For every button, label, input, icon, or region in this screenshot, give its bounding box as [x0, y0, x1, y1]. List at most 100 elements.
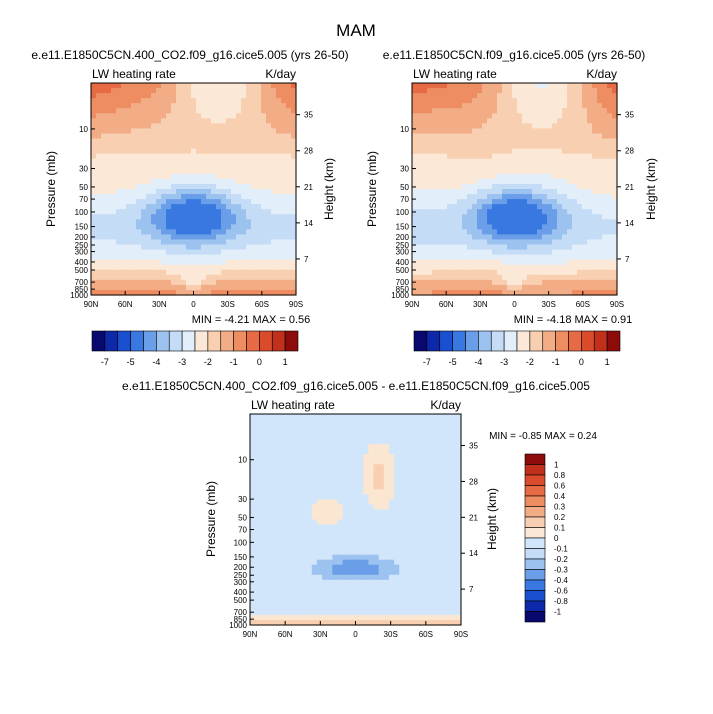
- panel-1-pressure-tick-label: 150: [75, 223, 89, 232]
- panel-2-field-cell: [527, 254, 533, 261]
- panel-3-field-cell: [394, 464, 400, 470]
- panel-2-field-cell: [427, 199, 433, 205]
- panel-1-field-cell: [141, 199, 147, 205]
- panel-1-field-cell: [181, 219, 187, 225]
- panel-1-field-cell: [141, 189, 147, 195]
- panel-2-field-cell: [437, 153, 443, 160]
- panel-2-field-cell: [467, 199, 473, 205]
- panel-2-field-cell: [537, 194, 543, 200]
- panel-1-field-cell: [216, 219, 222, 225]
- panel-1-field-cell: [141, 103, 147, 109]
- panel-1-field-cell: [106, 133, 112, 140]
- panel-1-field-cell: [221, 83, 227, 89]
- panel-2-field-cell: [507, 98, 513, 104]
- panel-2-field-cell: [557, 173, 563, 180]
- panel-3-field-cell: [424, 574, 431, 581]
- panel-2-field-cell: [467, 93, 473, 99]
- panel-2-field-cell: [602, 168, 608, 175]
- panel-2-field-cell: [487, 259, 493, 266]
- panel-2-field-cell: [517, 284, 523, 291]
- panel-1-field-cell: [256, 269, 262, 276]
- panel-3-field-cell: [316, 454, 323, 460]
- panel-2-field-cell: [447, 244, 453, 251]
- panel-2-field-cell: [517, 239, 523, 246]
- panel-2-field-cell: [557, 189, 563, 195]
- panel-2-field-cell: [602, 163, 608, 170]
- panel-3-field-cell: [450, 519, 457, 526]
- panel-3-field-cell: [383, 429, 390, 435]
- panel-2-field-cell: [597, 249, 603, 256]
- panel-1-colorbar-label: -2: [204, 357, 212, 367]
- panel-1-field-cell: [241, 123, 247, 130]
- panel-1-field-cell: [221, 259, 227, 266]
- panel-1-field-cell: [241, 219, 247, 225]
- panel-3-field-cell: [306, 469, 313, 475]
- panel-3: e.e11.E1850C5CN.400_CO2.f09_g16.cice5.00…: [122, 379, 597, 639]
- panel-3-field-cell: [450, 559, 457, 566]
- panel-1-field-cell: [141, 168, 147, 175]
- panel-2-field-cell: [597, 133, 603, 140]
- panel-3-field-cell: [327, 414, 333, 420]
- panel-3-field-cell: [306, 499, 313, 506]
- panel-3-field-cell: [327, 439, 333, 445]
- panel-2-field-cell: [532, 209, 538, 215]
- panel-1-field-cell: [186, 284, 192, 291]
- panel-3-field-cell: [311, 509, 318, 516]
- panel-1-field-cell: [146, 93, 152, 99]
- panel-1-field-cell: [271, 219, 277, 225]
- panel-2-field-cell: [467, 189, 473, 195]
- panel-1-field-cell: [191, 239, 197, 246]
- panel-2-field-cell: [422, 209, 428, 215]
- panel-2-field-cell: [577, 209, 583, 215]
- panel-3-field-cell: [316, 539, 323, 546]
- panel-1-field-cell: [206, 239, 212, 246]
- panel-3-field-cell: [296, 574, 303, 581]
- panel-2-field-cell: [482, 143, 488, 150]
- panel-2-field-cell: [517, 163, 523, 170]
- panel-2-pressure-tick-label: 700: [396, 278, 410, 287]
- panel-3-field-cell: [255, 414, 261, 420]
- panel-2-field-cell: [527, 83, 533, 89]
- panel-2-field-cell: [447, 249, 453, 256]
- panel-3-field-cell: [316, 449, 323, 455]
- panel-1-field-cell: [161, 199, 167, 205]
- panel-2-field-cell: [512, 88, 518, 94]
- panel-1-field-cell: [256, 88, 262, 94]
- panel-2-field-cell: [592, 128, 598, 135]
- panel-2-field-cell: [437, 204, 443, 210]
- panel-1-field-cell: [141, 239, 147, 246]
- panel-2-field-cell: [507, 143, 513, 150]
- panel-1-field-cell: [121, 148, 127, 155]
- panel-3-field-cell: [363, 414, 369, 420]
- panel-3-field-cell: [368, 414, 375, 420]
- panel-1-field-cell: [121, 234, 127, 241]
- panel-1-ylabel: Pressure (mb): [44, 151, 58, 227]
- panel-2-field-cell: [412, 83, 418, 89]
- panel-2-field-cell: [597, 138, 603, 145]
- panel-2-colorbar-swatch: [555, 330, 569, 352]
- panel-3-field-cell: [404, 449, 411, 455]
- panel-2-field-cell: [537, 93, 543, 99]
- panel-2-field-cell: [552, 189, 558, 195]
- panel-1-field-cell: [171, 163, 177, 170]
- panel-2-field-cell: [582, 289, 588, 296]
- panel-1-field-cell: [241, 178, 247, 185]
- panel-1-field-cell: [176, 229, 182, 236]
- panel-3-field-cell: [358, 579, 364, 586]
- panel-2-field-cell: [532, 224, 538, 230]
- panel-2-field-cell: [452, 249, 458, 256]
- panel-3-field-cell: [404, 524, 411, 531]
- panel-2-field-cell: [432, 189, 438, 195]
- panel-1-field-cell: [211, 83, 217, 89]
- panel-2-field-cell: [592, 98, 598, 104]
- panel-1-field-cell: [271, 214, 277, 220]
- panel-3-field-cell: [260, 414, 267, 420]
- panel-1-field-cell: [171, 264, 177, 271]
- panel-1-field-cell: [91, 249, 97, 256]
- panel-3-field-cell: [316, 459, 323, 465]
- panel-3-field-cell: [342, 439, 349, 445]
- panel-1-x-tick-label: 30S: [221, 300, 235, 309]
- panel-2-field-cell: [487, 168, 493, 175]
- panel-2-field-cell: [607, 239, 613, 246]
- panel-3-field-cell: [286, 569, 292, 576]
